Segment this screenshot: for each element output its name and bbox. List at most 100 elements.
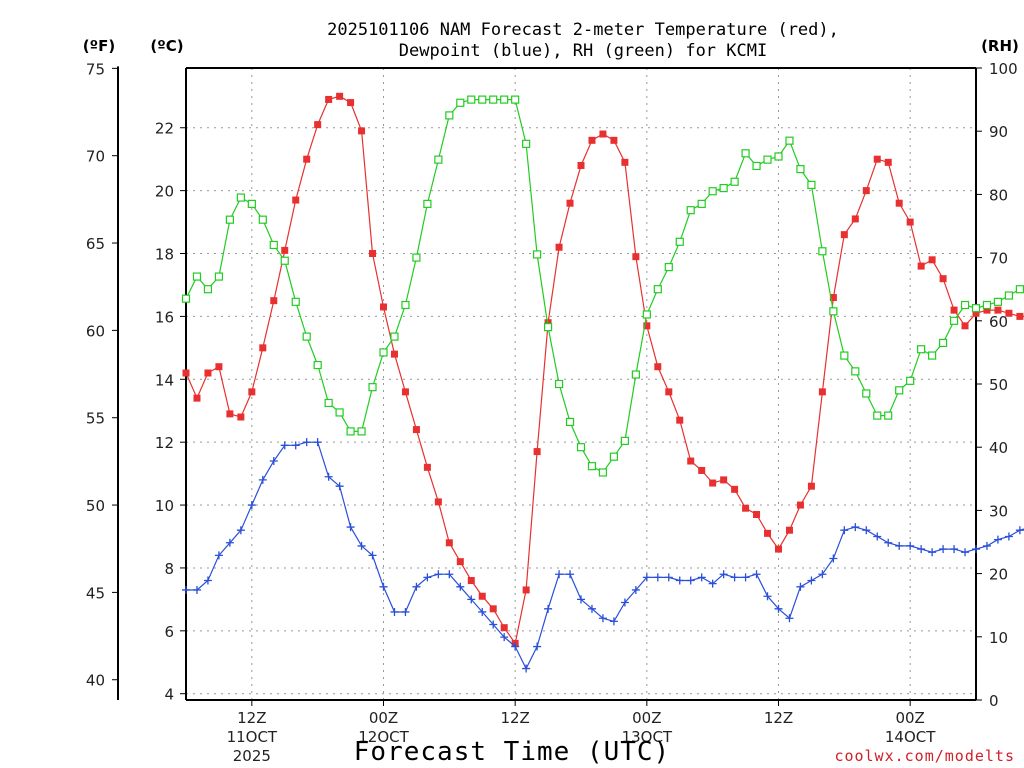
rh-point — [576, 443, 586, 452]
2-meter-temperature-point — [555, 243, 563, 251]
x-tick-label: 00Z — [369, 709, 398, 727]
dewpoint-point — [302, 438, 311, 447]
rh-point — [664, 262, 673, 272]
2-meter-temperature-point — [709, 479, 717, 487]
rh-point — [697, 199, 706, 208]
dewpoint-point — [445, 570, 454, 579]
2-meter-temperature-point — [862, 187, 870, 195]
dewpoint-point — [182, 585, 190, 594]
rh-point — [313, 360, 322, 370]
rh-point — [533, 250, 542, 259]
2-meter-temperature-point — [687, 457, 695, 465]
rh-point — [938, 338, 948, 348]
2-meter-temperature-point — [983, 306, 991, 314]
rh-tick-label: 60 — [989, 313, 1008, 331]
rh-point — [236, 193, 245, 202]
2-meter-temperature-point — [950, 306, 958, 314]
rh-line — [185, 98, 1024, 474]
rh-point — [368, 383, 377, 392]
dewpoint-point — [697, 573, 706, 582]
2-meter-temperature-point — [665, 388, 673, 396]
2-meter-temperature-point — [270, 297, 278, 305]
2-meter-temperature-point — [445, 539, 453, 547]
2-meter-temperature-point — [467, 577, 475, 585]
2-meter-temperature-point — [259, 344, 267, 352]
2-meter-temperature-point — [336, 92, 344, 100]
x-tick-label: 14OCT — [885, 728, 936, 746]
dewpoint-point — [598, 614, 607, 623]
rh-point — [401, 300, 410, 310]
rh-point — [686, 206, 695, 215]
rh-point — [884, 411, 893, 420]
2-meter-temperature-point — [840, 231, 848, 239]
dewpoint-point — [884, 538, 893, 547]
fahrenheit-tick-label: 70 — [86, 148, 105, 166]
rh-point — [522, 139, 531, 148]
x-tick-label: 12Z — [500, 709, 529, 727]
2-meter-temperature-point — [785, 526, 793, 534]
rh-point — [434, 155, 443, 164]
celsius-tick-label: 20 — [155, 183, 174, 201]
dewpoint-point — [269, 457, 278, 466]
2-meter-temperature-point — [807, 482, 815, 490]
rh-tick-label: 70 — [989, 250, 1008, 268]
dewpoint-point — [489, 620, 498, 629]
rh-point — [642, 310, 651, 319]
dewpoint-point — [840, 526, 849, 535]
dewpoint-point — [807, 576, 816, 585]
dewpoint-point — [796, 582, 805, 591]
rh-tick-label: 10 — [989, 629, 1008, 647]
rh-point — [412, 253, 421, 262]
dewpoint-point — [456, 582, 465, 591]
dewpoint-point — [412, 582, 421, 591]
celsius-tick-label: 6 — [164, 623, 174, 641]
rh-point — [203, 285, 213, 294]
rh-point — [214, 272, 224, 281]
celsius-tick-label: 22 — [155, 120, 174, 138]
rh-point — [719, 183, 728, 193]
fahrenheit-tick-label: 55 — [86, 410, 105, 428]
2-meter-temperature-point — [742, 504, 750, 512]
dewpoint-point — [785, 614, 794, 623]
dewpoint-point — [280, 441, 289, 450]
dewpoint-point — [950, 545, 959, 554]
dewpoint-point — [434, 570, 443, 579]
2-meter-temperature-point — [347, 99, 355, 107]
dewpoint-point — [675, 576, 684, 585]
dewpoint-point — [379, 582, 388, 591]
2-meter-temperature-point — [1005, 309, 1013, 317]
rh-tick-label: 90 — [989, 123, 1008, 141]
x-tick-label: 12Z — [237, 709, 266, 727]
dewpoint-point — [686, 576, 695, 585]
rh-tick-label: 80 — [989, 186, 1008, 204]
dewpoint-point — [642, 573, 651, 582]
dewpoint-point — [335, 482, 344, 491]
rh-point — [851, 367, 860, 376]
2-meter-temperature-line — [185, 95, 1024, 645]
2-meter-temperature-point — [643, 322, 651, 330]
2-meter-temperature-point — [478, 592, 486, 600]
2-meter-temperature-point — [610, 136, 618, 144]
2-meter-temperature-point — [972, 309, 980, 317]
fahrenheit-tick-label: 50 — [86, 497, 105, 515]
rh-point — [730, 177, 739, 186]
rh-unit-label: (RH) — [981, 37, 1019, 55]
rh-point — [873, 411, 882, 420]
rh-point — [752, 161, 761, 171]
dewpoint-point — [906, 541, 915, 550]
dewpoint-point — [467, 595, 476, 604]
rh-point — [620, 436, 629, 445]
rh-point — [917, 345, 926, 354]
dewpoint-point — [390, 607, 399, 616]
chart-title-line2: Dewpoint (blue), RH (green) for KCMI — [399, 41, 767, 61]
dewpoint-point — [203, 576, 212, 585]
2-meter-temperature-point — [423, 463, 431, 471]
rh-point — [993, 297, 1003, 306]
2-meter-temperature-point — [314, 121, 322, 129]
credit-text: coolwx.com/modelts — [834, 747, 1015, 765]
dewpoint-point — [993, 535, 1002, 544]
2-meter-temperature-point — [775, 545, 782, 553]
rh-point — [928, 351, 937, 360]
dewpoint-point — [818, 570, 827, 579]
